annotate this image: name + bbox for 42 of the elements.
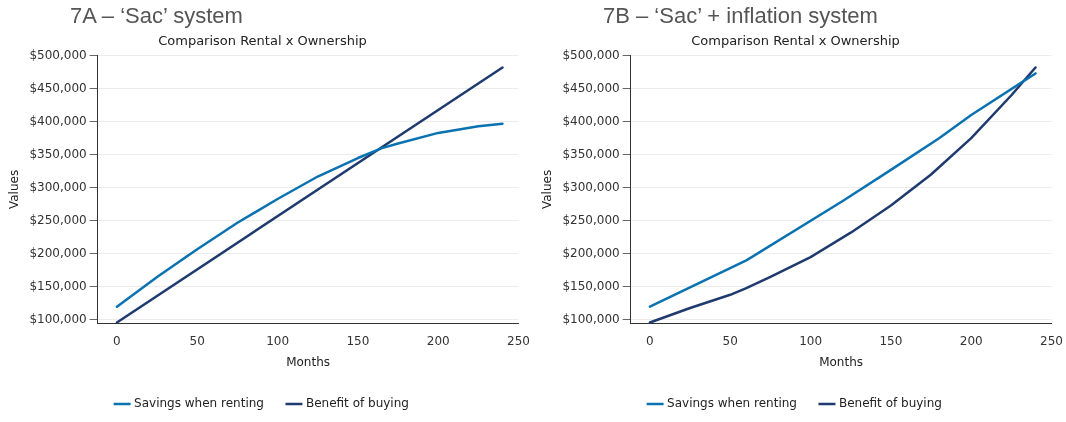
y-tick-label: $150,000 xyxy=(29,278,87,293)
x-tick-label: 50 xyxy=(189,333,205,348)
y-axis-title: Values xyxy=(7,169,22,210)
x-tick-label: 100 xyxy=(799,333,823,348)
x-tick-label: 0 xyxy=(646,333,654,348)
y-tick-label: $250,000 xyxy=(562,212,620,227)
x-tick-label: 0 xyxy=(113,333,121,348)
y-tick-label: $200,000 xyxy=(29,245,87,260)
y-tick-label: $400,000 xyxy=(29,113,87,128)
legend-label: Benefit of buying xyxy=(305,396,409,411)
chart-subtitle: Comparison Rental x Ownership xyxy=(691,33,900,49)
chart-title: 7B – ‘Sac’ + inflation system xyxy=(602,2,879,30)
chart-subtitle: Comparison Rental x Ownership xyxy=(158,33,367,49)
y-tick-label: $400,000 xyxy=(562,113,620,128)
y-tick-label: $250,000 xyxy=(29,212,87,227)
y-tick-label: $100,000 xyxy=(29,312,87,327)
y-tick-label: $450,000 xyxy=(29,80,87,95)
y-tick-label: $300,000 xyxy=(29,179,87,194)
x-tick-label: 50 xyxy=(722,333,738,348)
legend-label: Savings when renting xyxy=(134,396,264,411)
y-tick-label: $350,000 xyxy=(29,146,87,161)
x-tick-label: 200 xyxy=(959,333,983,348)
y-tick-label: $150,000 xyxy=(562,278,620,293)
y-tick-label: $300,000 xyxy=(562,179,620,194)
legend-label: Benefit of buying xyxy=(838,396,942,411)
x-tick-label: 250 xyxy=(1040,333,1063,348)
x-tick-label: 150 xyxy=(879,333,903,348)
x-tick-label: 250 xyxy=(507,333,530,348)
y-tick-label: $350,000 xyxy=(562,146,620,161)
x-tick-label: 200 xyxy=(426,333,450,348)
y-tick-label: $200,000 xyxy=(562,245,620,260)
chart-title: 7A – ‘Sac’ system xyxy=(69,2,244,30)
x-tick-label: 150 xyxy=(346,333,370,348)
y-tick-label: $450,000 xyxy=(562,80,620,95)
legend-label: Savings when renting xyxy=(667,396,797,411)
y-tick-label: $500,000 xyxy=(562,47,620,62)
x-axis-title: Months xyxy=(286,354,331,369)
x-tick-label: 100 xyxy=(266,333,290,348)
y-axis-title: Values xyxy=(540,169,555,210)
x-axis-title: Months xyxy=(819,354,864,369)
y-tick-label: $100,000 xyxy=(562,312,620,327)
y-tick-label: $500,000 xyxy=(29,47,87,62)
